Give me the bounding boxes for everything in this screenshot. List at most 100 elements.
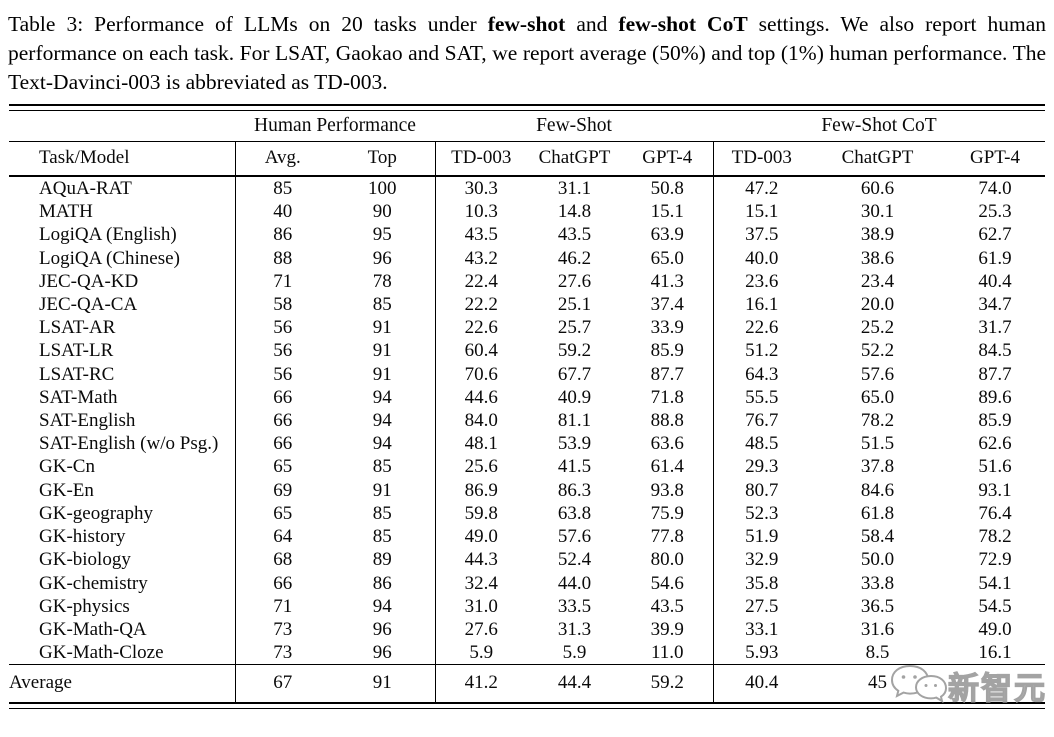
value-cell: 41.5 [557,456,592,478]
value-cell: 62.6 [978,433,1012,455]
value-cell: 91 [372,363,392,385]
group-header-human: Human Performance [235,111,435,143]
value-cell: 51.5 [860,433,895,455]
value-cell: 88.8 [650,410,684,432]
value-cell: 8.5 [865,642,890,664]
table-top-rule [9,104,1045,112]
value-cell: 86.9 [434,478,527,502]
value-cell: 58.4 [860,526,895,548]
value-cell: 38.6 [860,247,895,269]
value-cell: 94 [372,410,392,432]
value-cell: 54.5 [978,595,1012,617]
value-cell: 66 [234,432,330,456]
caption-bold-few-shot-cot: few-shot CoT [618,12,748,36]
table-row: SAT-Math 66 94 44.6 40.9 71.8 55.5 65.0 89.6 [9,385,1045,410]
value-cell: 89 [372,549,392,571]
table-row: MATH 40 90 10.3 14.8 15.1 15.1 30.1 25.3 [9,200,1045,224]
value-cell: 96 [372,618,392,640]
value-cell: 62.7 [978,224,1012,246]
value-cell: 81.1 [557,410,592,432]
caption-bold-few-shot: few-shot [487,12,566,36]
task-cell: LogiQA (English) [39,224,177,246]
col-header-chatgpt-fs: ChatGPT [527,141,622,178]
value-cell: 58 [234,293,330,317]
value-cell: 44.6 [434,385,527,410]
value-cell: 77.8 [650,526,684,548]
value-cell: 64.3 [712,362,810,386]
value-cell: 27.5 [712,594,810,618]
value-cell: 11.0 [650,642,684,664]
value-cell: 36.5 [860,595,895,617]
value-cell: 44.4 [527,664,622,703]
value-cell: 76.7 [712,409,810,433]
value-cell [945,664,1046,703]
group-header-few-shot: Few-Shot [435,111,713,143]
task-cell: GK-chemistry [39,572,148,594]
value-cell: 52.2 [860,340,895,362]
value-cell: 44.3 [434,548,527,572]
value-cell: 78.2 [860,410,895,432]
document-page: Table 3: Performance of LLMs on 20 tasks… [0,10,1054,737]
value-cell: 90 [372,201,392,223]
value-cell: 71 [234,594,330,618]
value-cell: 51.2 [712,339,810,363]
value-cell: 91 [372,479,392,501]
value-cell: 16.1 [712,293,810,317]
value-cell: 87.7 [978,363,1012,385]
value-cell: 25.7 [557,317,592,339]
value-cell: 23.4 [860,270,895,292]
col-header-td003-fs: TD-003 [434,141,527,178]
value-cell: 49.0 [978,618,1012,640]
value-cell: 69 [234,478,330,502]
value-cell: 23.6 [712,269,810,294]
value-cell: 48.5 [712,432,810,456]
table-row: GK-geography 65 85 59.8 63.8 75.9 52.3 61.8 76.4 [9,501,1045,526]
value-cell: 94 [372,386,392,408]
task-cell: GK-geography [39,502,153,524]
task-cell: GK-Math-Cloze [39,642,164,664]
group-header-spacer [9,111,235,143]
table-row: GK-chemistry 66 86 32.4 44.0 54.6 35.8 33.8 54.1 [9,571,1045,595]
value-cell: 71.8 [650,386,684,408]
value-cell: 57.6 [860,363,895,385]
value-cell: 33.1 [712,617,810,642]
value-cell: 65.0 [650,247,684,269]
value-cell: 54.6 [650,572,684,594]
value-cell: 80.7 [712,478,810,502]
col-header-gpt4-fs: GPT-4 [622,141,713,178]
value-cell: 78 [372,270,392,292]
value-cell: 43.2 [434,246,527,270]
task-cell: GK-En [39,479,94,501]
value-cell: 85 [372,456,392,478]
table-row: GK-Math-Cloze 73 96 5.9 5.9 11.0 5.93 8.5 16.1 [9,641,1045,665]
task-cell: JEC-QA-KD [39,270,139,292]
value-cell: 5.9 [434,641,527,665]
value-cell: 43.5 [434,223,527,247]
value-cell: 78.2 [978,526,1012,548]
value-cell: 80.0 [650,549,684,571]
task-cell: SAT-English [39,410,136,432]
value-cell: 22.4 [434,269,527,294]
value-cell: 30.1 [860,201,895,223]
value-cell: 54.1 [978,572,1012,594]
table-row: Average 67 91 41.2 44.4 59.2 40.4 45 [9,664,1046,703]
table-row: GK-Cn 65 85 25.6 41.5 61.4 29.3 37.8 51.6 [9,455,1045,479]
value-cell: 74.0 [978,178,1012,200]
value-cell: 50.0 [860,549,895,571]
value-cell: 67.7 [557,363,592,385]
table-body: AQuA-RAT 85 100 30.3 31.1 50.8 47.2 60.6 74.0 MAT… [9,176,1045,665]
value-cell: 57.6 [557,526,592,548]
table-row: LogiQA (English) 86 95 43.5 43.5 63.9 37.5 38.9… [9,223,1045,247]
value-cell: 55.5 [712,385,810,410]
value-cell: 61.9 [978,247,1012,269]
value-cell: 37.4 [650,294,684,316]
value-cell: 38.9 [860,224,895,246]
task-cell: GK-biology [39,549,131,571]
value-cell: 32.4 [434,571,527,595]
task-cell: JEC-QA-CA [39,294,138,316]
value-cell: 31.0 [434,594,527,618]
col-header-avg: Avg. [234,141,330,178]
average-row-body: Average 67 91 41.2 44.4 59.2 40.4 45 [9,664,1046,703]
task-cell: GK-Math-QA [39,618,147,640]
value-cell: 56 [234,316,330,340]
